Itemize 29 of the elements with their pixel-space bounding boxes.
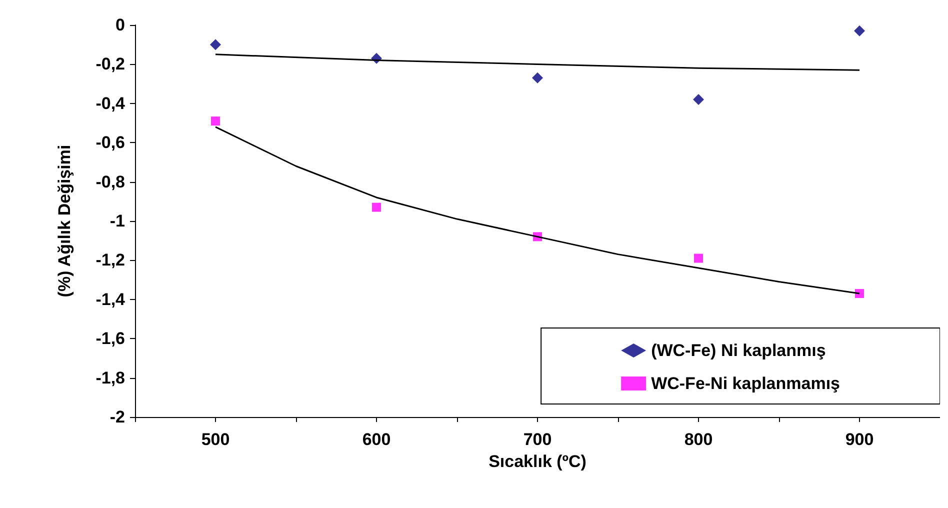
line-series — [214, 54, 860, 71]
legend-label: (WC-Fe) Ni kaplanmış — [651, 341, 826, 360]
y-tick-label: -1,4 — [96, 290, 126, 309]
y-tick-label: -1,2 — [96, 250, 125, 270]
point — [210, 39, 221, 50]
legend-label: WC-Fe-Ni kaplanmamış — [651, 374, 840, 393]
y-axis-title: (%) Ağılık Değişimi — [55, 144, 74, 298]
y-tick-label: -0,4 — [96, 94, 126, 113]
y-tick-label: -1,8 — [96, 368, 125, 388]
x-tick-label: 700 — [523, 430, 552, 449]
point — [532, 72, 543, 84]
y-tick-label: -2 — [110, 408, 125, 426]
point — [211, 116, 220, 126]
y-tick-label: -1,6 — [96, 329, 125, 348]
y-tick-label: -0,6 — [96, 133, 125, 152]
y-tick-label: -0,2 — [96, 54, 125, 74]
x-tick-label: 800 — [684, 430, 713, 449]
x-tick-label: 900 — [845, 430, 874, 449]
y-tick-label: -0,8 — [96, 172, 125, 192]
x-tick-label: 500 — [201, 430, 230, 449]
point — [855, 289, 864, 298]
point — [694, 254, 703, 263]
point — [854, 25, 865, 36]
point — [372, 202, 381, 212]
x-axis-title: Sıcaklık (ºC) — [488, 452, 586, 471]
y-tick-label: -1 — [110, 212, 125, 230]
x-tick-label: 600 — [362, 430, 391, 449]
y-tick-label: 0 — [116, 16, 125, 34]
point — [693, 94, 704, 105]
